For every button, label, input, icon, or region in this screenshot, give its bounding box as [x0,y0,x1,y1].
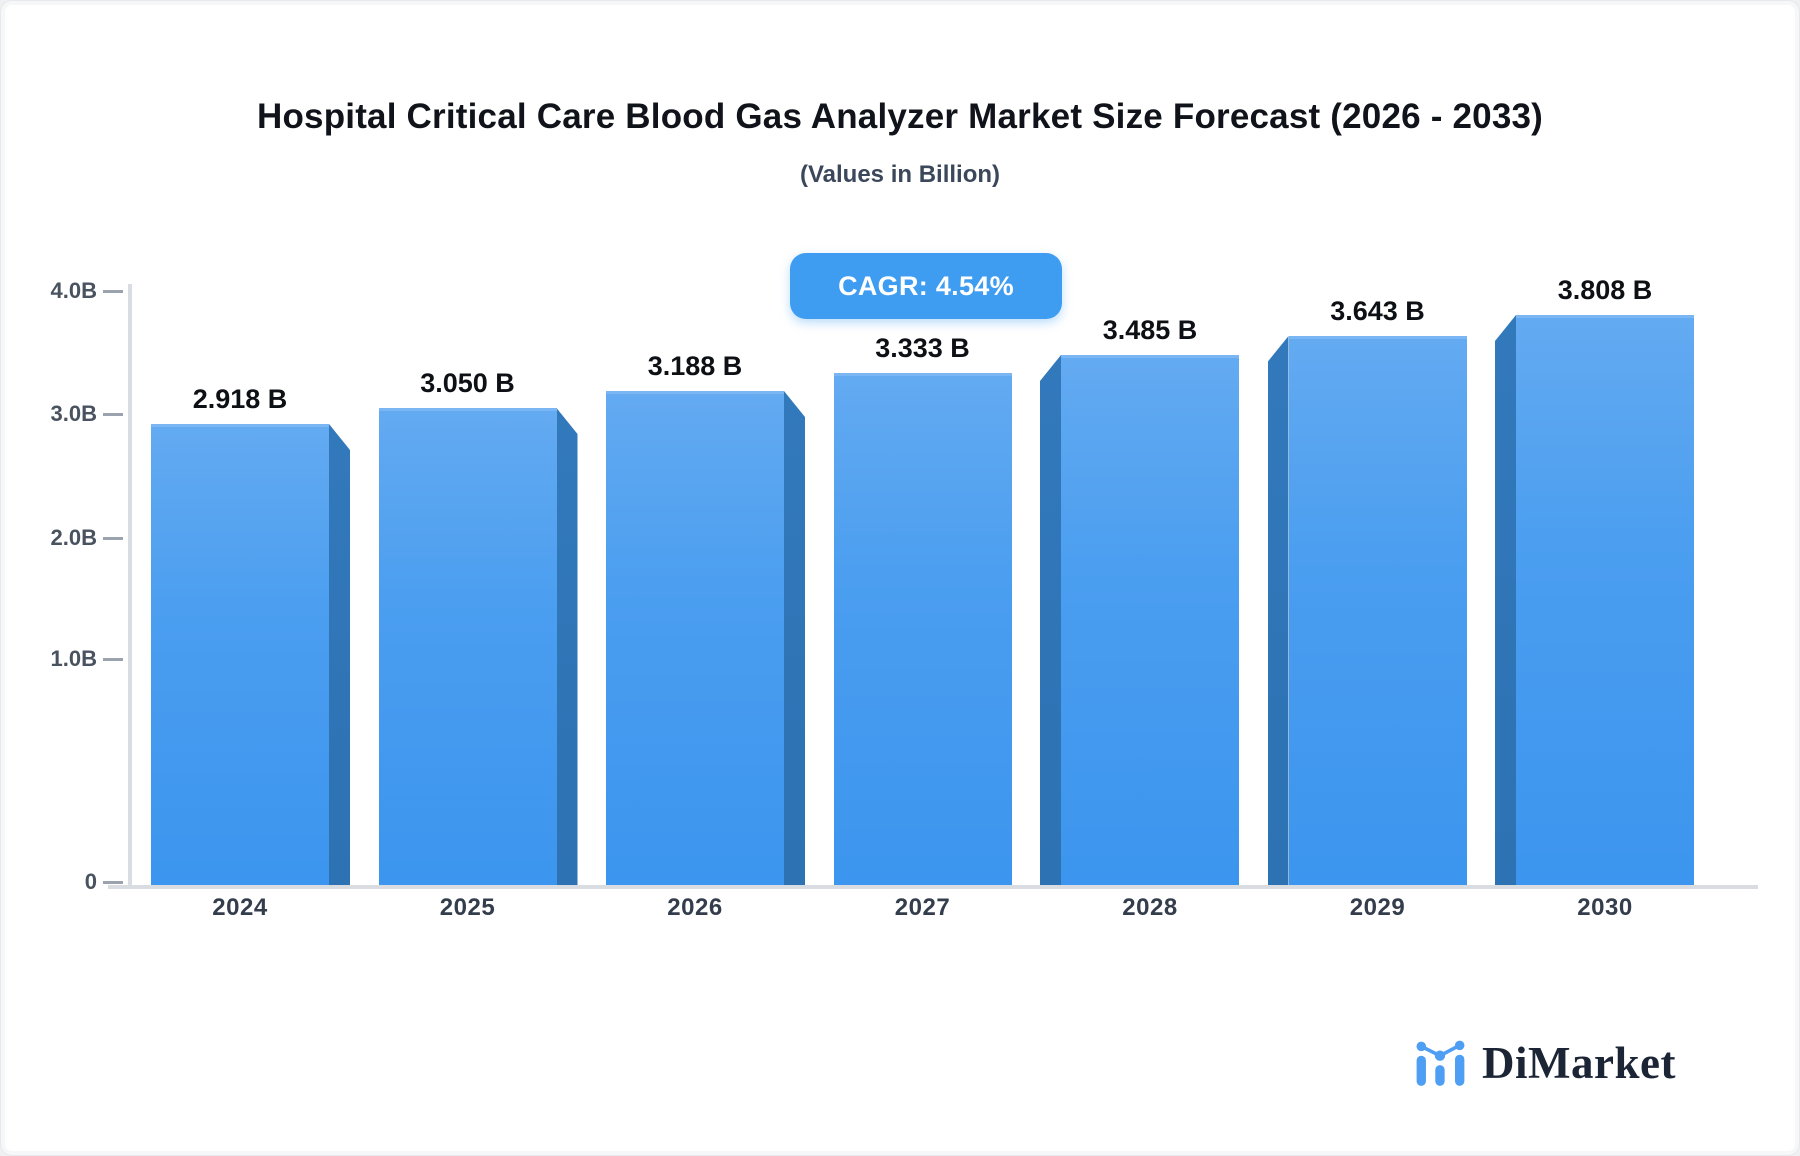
bar-front-face [378,408,557,885]
cagr-badge-label: CAGR: 4.54% [838,270,1014,301]
bar-2026: 3.188 B [606,351,805,885]
bar-value-label: 3.333 B [875,333,970,363]
cagr-badge: CAGR: 4.54% [790,253,1062,319]
y-tick-label: 1.0B [50,646,97,671]
bar-value-label: 3.188 B [647,351,743,381]
bar-value-label: 3.808 B [1557,275,1653,305]
y-tick-mark [103,881,123,884]
bar-front-face [606,391,784,885]
bar-value-label: 3.643 B [1330,296,1425,326]
bar-side-face [556,408,578,885]
x-tick-label-2029: 2029 [1349,894,1406,921]
y-tick-mark [103,658,123,661]
y-tick-mark [103,537,123,540]
bar-front-face [1061,355,1239,885]
bar-2028: 3.485 B [1040,315,1239,885]
x-tick-label-2027: 2027 [894,894,951,921]
bar-front-face [1516,315,1694,885]
y-tick-label: 0 [84,869,97,894]
x-axis-line [108,885,1758,889]
bar-value-label: 3.050 B [420,368,515,398]
y-tick-mark [103,413,123,416]
chart-subtitle: (Values in Billion) [799,161,1001,188]
bar-2025: 3.050 B [378,368,578,885]
x-tick-label-2025: 2025 [439,894,496,921]
x-tick-label-2026: 2026 [667,894,723,921]
bar-2027: 3.333 B [833,333,1012,885]
y-tick-label: 3.0B [50,401,97,426]
x-tick-label-2028: 2028 [1122,894,1178,921]
bar-2024: 2.918 B [151,384,350,885]
x-tick-label-2030: 2030 [1577,894,1633,921]
bar-2030: 3.808 B [1495,275,1694,885]
chart-title: Hospital Critical Care Blood Gas Analyze… [256,97,1544,136]
bar-2029: 3.643 B [1267,296,1467,885]
bar-front-face [151,424,329,885]
y-tick-label: 2.0B [50,525,97,550]
bar-value-label: 3.485 B [1102,315,1198,345]
bar-front-face [833,373,1012,885]
y-tick-mark [103,290,123,293]
bar-side-face [329,424,350,885]
y-tick-label: 4.0B [50,278,97,303]
brand-logo: DiMarket [1414,1037,1676,1089]
mini-bar-chart-icon [1416,1040,1465,1086]
bar-side-face [1040,355,1061,885]
y-axis-line [128,284,132,889]
bar-side-face [784,391,805,885]
logo-text: DiMarket [1482,1038,1676,1088]
bar-side-face [1495,315,1516,885]
bar-value-label: 2.918 B [192,384,288,414]
bar-front-face [1288,336,1467,885]
bar-side-face [1267,336,1289,885]
x-tick-label-2024: 2024 [212,894,268,921]
